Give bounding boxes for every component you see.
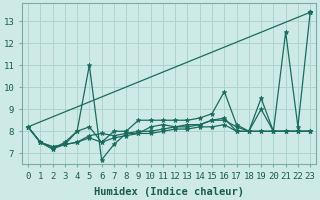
X-axis label: Humidex (Indice chaleur): Humidex (Indice chaleur) bbox=[94, 186, 244, 197]
